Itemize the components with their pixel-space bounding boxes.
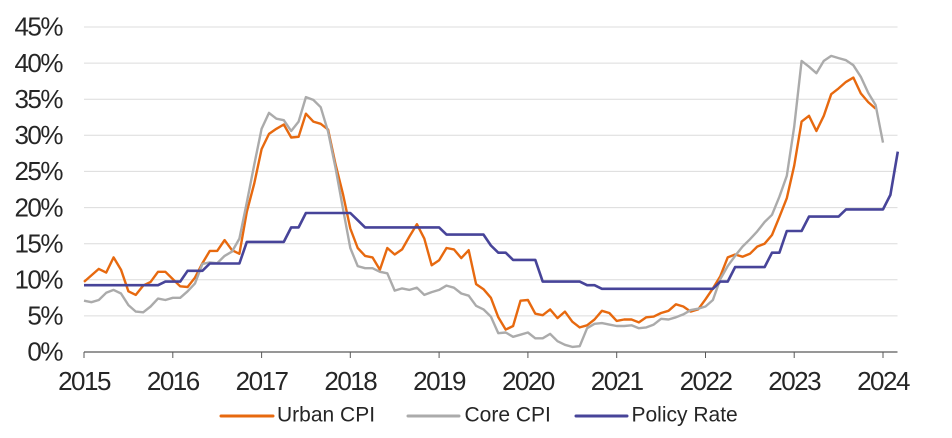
svg-text:15%: 15% [14, 228, 63, 258]
svg-text:25%: 25% [14, 156, 63, 186]
svg-text:2016: 2016 [147, 366, 200, 396]
svg-text:40%: 40% [14, 48, 63, 78]
svg-text:2024: 2024 [857, 366, 910, 396]
svg-text:2019: 2019 [413, 366, 466, 396]
svg-text:2020: 2020 [502, 366, 555, 396]
svg-text:5%: 5% [27, 301, 63, 331]
svg-text:0%: 0% [27, 337, 63, 367]
svg-text:Policy Rate: Policy Rate [632, 404, 738, 427]
svg-text:2021: 2021 [591, 366, 644, 396]
svg-text:2018: 2018 [324, 366, 377, 396]
svg-text:45%: 45% [14, 12, 63, 42]
svg-text:2022: 2022 [680, 366, 733, 396]
svg-text:30%: 30% [14, 120, 63, 150]
svg-text:2017: 2017 [236, 366, 289, 396]
svg-text:20%: 20% [14, 192, 63, 222]
svg-text:Core CPI: Core CPI [465, 404, 551, 427]
svg-text:2015: 2015 [58, 366, 111, 396]
svg-text:10%: 10% [14, 265, 63, 295]
svg-text:35%: 35% [14, 84, 63, 114]
svg-text:Urban CPI: Urban CPI [277, 404, 375, 427]
svg-text:2023: 2023 [768, 366, 821, 396]
